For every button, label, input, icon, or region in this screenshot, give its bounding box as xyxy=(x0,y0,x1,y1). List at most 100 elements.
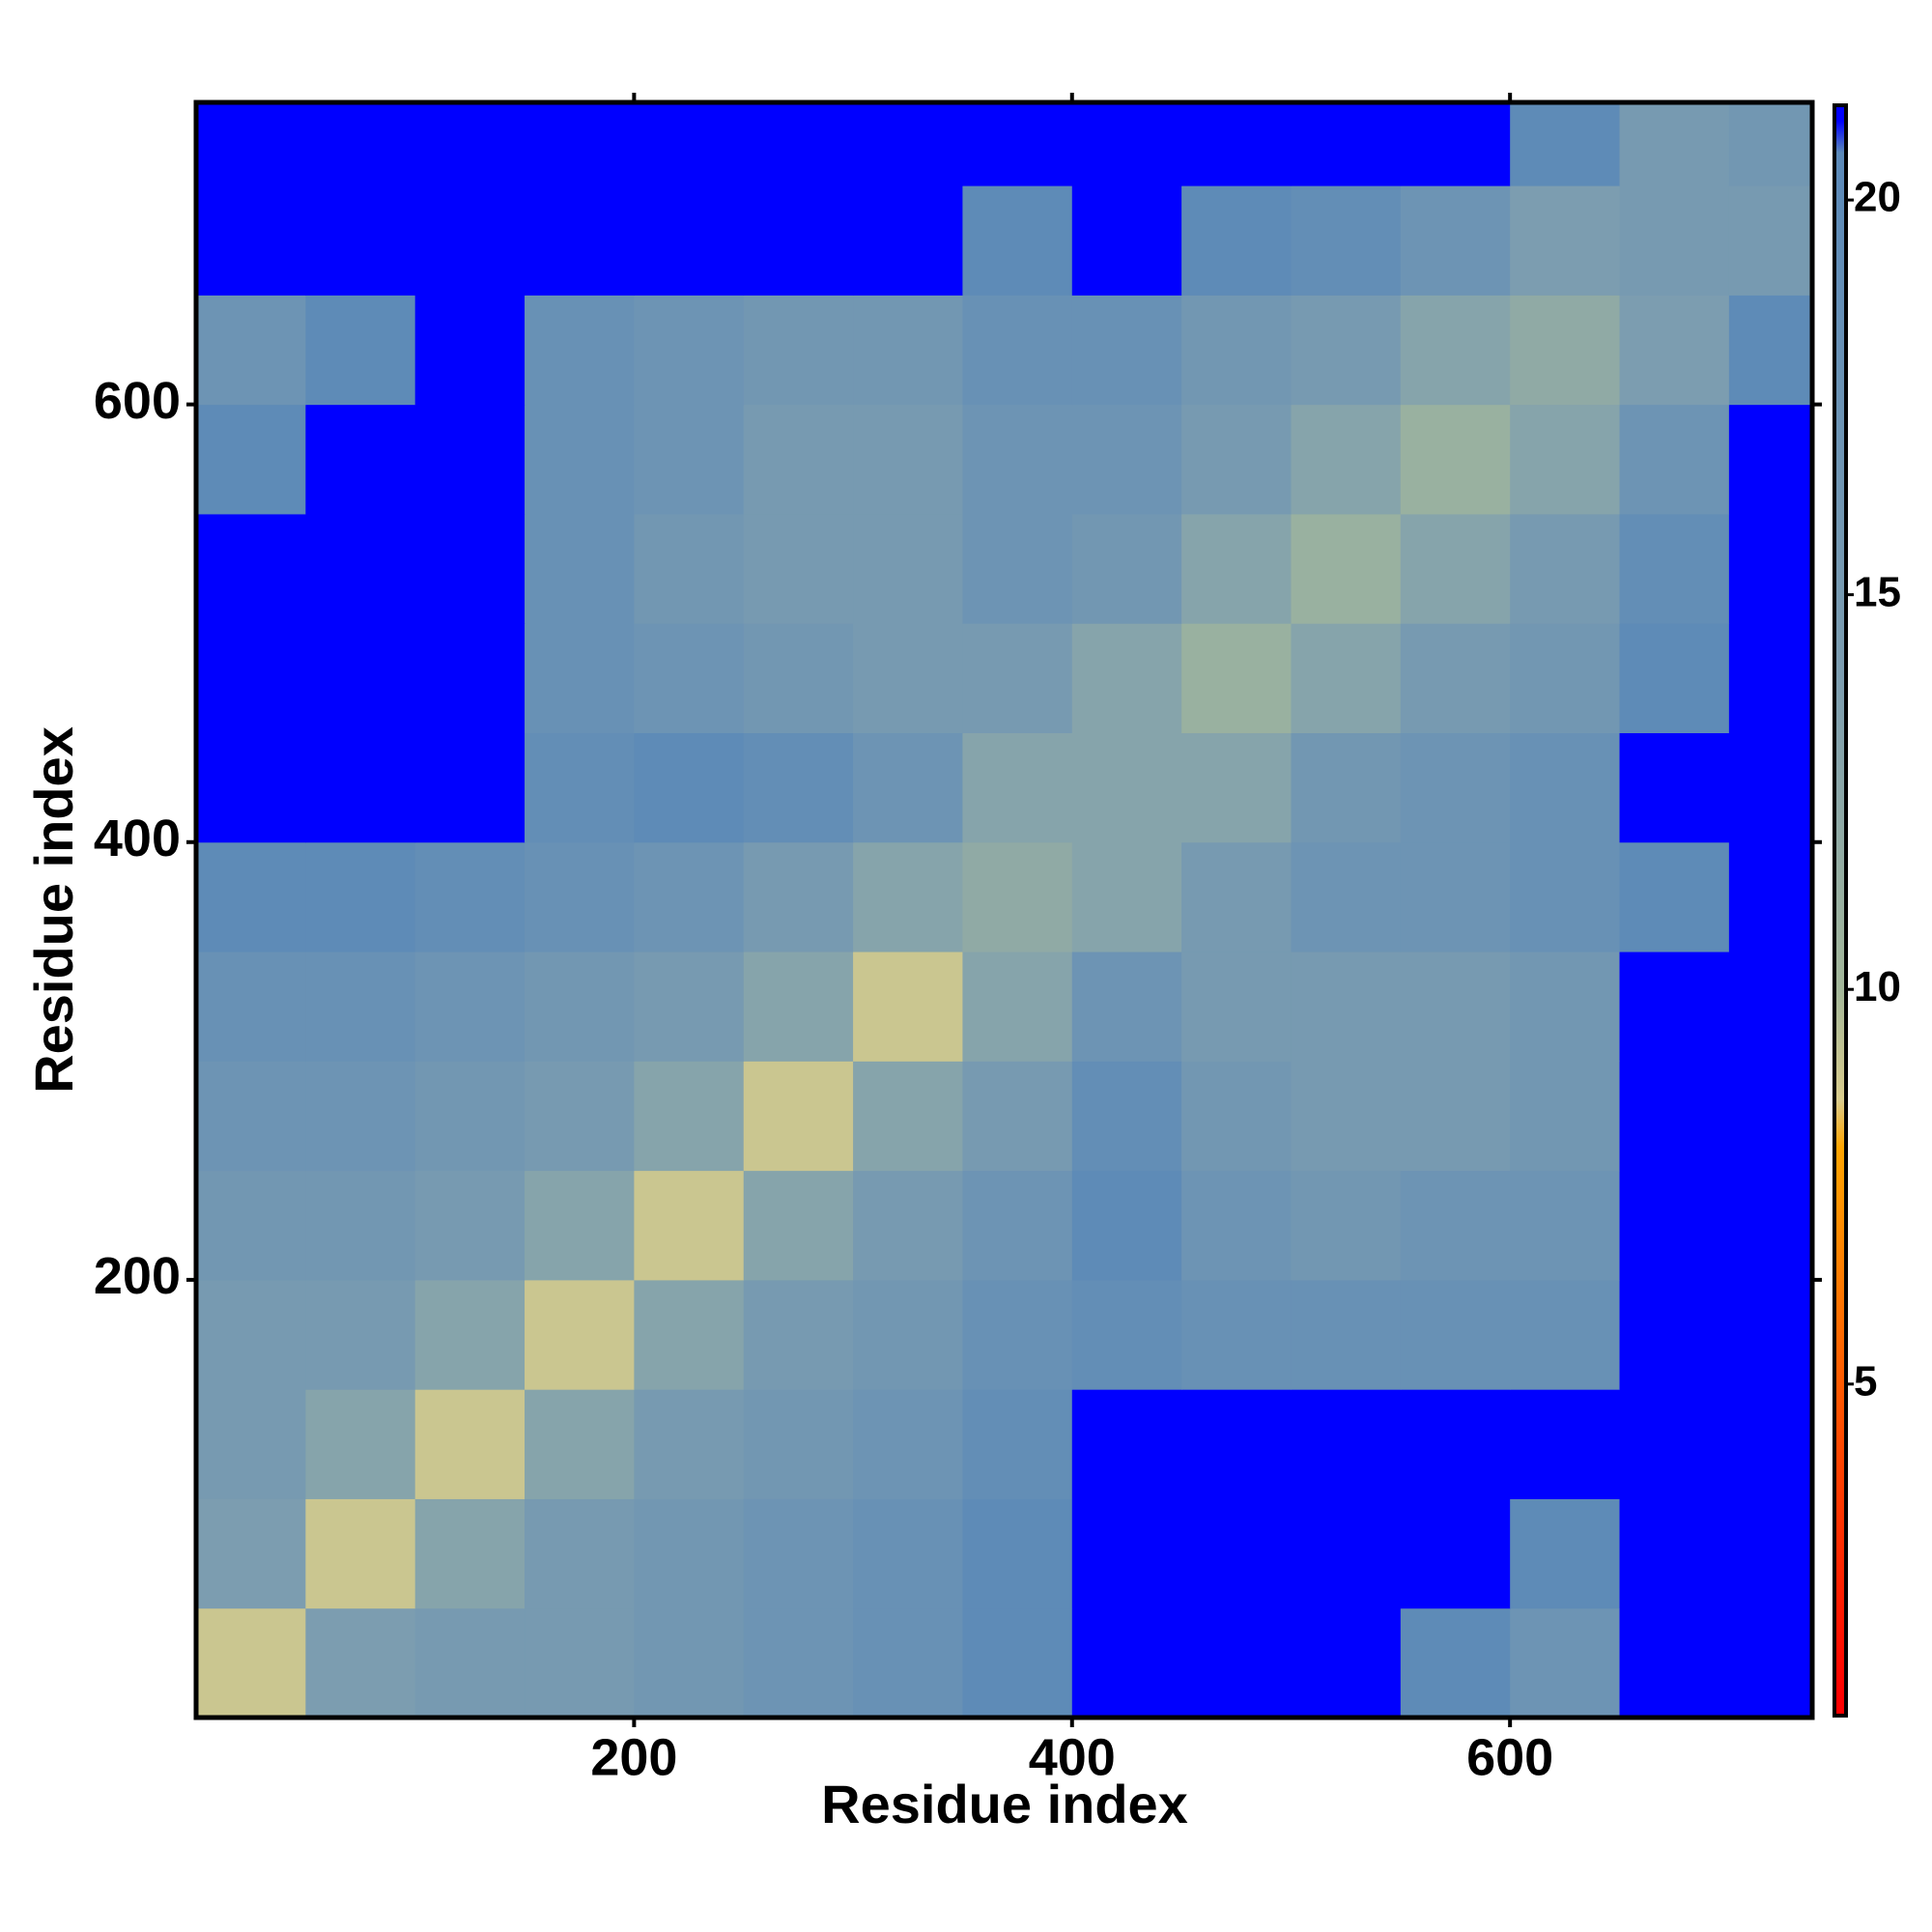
heatmap-cell xyxy=(414,1279,526,1390)
heatmap-cell xyxy=(1619,952,1730,1062)
heatmap-cell xyxy=(1071,102,1182,186)
heatmap-cell xyxy=(1728,1607,1813,1719)
heatmap-cell xyxy=(634,295,745,406)
heatmap-cell xyxy=(1291,841,1402,952)
heatmap-cell xyxy=(1400,1061,1511,1172)
x-tick-label: 200 xyxy=(590,1728,677,1786)
heatmap-cell xyxy=(634,952,745,1062)
heatmap-cell xyxy=(1400,623,1511,733)
heatmap-cell xyxy=(853,623,963,733)
heatmap-cell xyxy=(305,185,416,296)
heatmap-cell xyxy=(743,1061,854,1172)
heatmap-cell xyxy=(1510,1607,1621,1719)
heatmap-cell xyxy=(1728,102,1813,186)
heatmap-cell xyxy=(962,732,1073,843)
heatmap-cell xyxy=(962,513,1073,624)
heatmap-cell xyxy=(525,1279,635,1390)
heatmap-cell xyxy=(1400,1279,1511,1390)
heatmap-cell xyxy=(1181,841,1292,952)
heatmap-cell xyxy=(853,1607,963,1719)
heatmap-cell xyxy=(1181,623,1292,733)
heatmap-cell xyxy=(1728,841,1813,952)
heatmap-cell xyxy=(1291,623,1402,733)
heatmap-cell xyxy=(743,732,854,843)
heatmap-cell xyxy=(634,623,745,733)
heatmap-cell xyxy=(1619,623,1730,733)
heatmap-cell xyxy=(853,1498,963,1609)
heatmap-cell xyxy=(743,404,854,515)
heatmap-cell xyxy=(1400,404,1511,515)
heatmap-cell xyxy=(525,732,635,843)
heatmap-cell xyxy=(525,1607,635,1719)
heatmap-cell xyxy=(1728,1498,1813,1609)
heatmap-cell xyxy=(1510,1279,1621,1390)
heatmap-cell xyxy=(414,1389,526,1499)
heatmap-cell xyxy=(525,1498,635,1609)
heatmap-cell xyxy=(305,732,416,843)
heatmap-cell xyxy=(1619,513,1730,624)
colorbar xyxy=(1833,103,1848,1718)
heatmap-cell xyxy=(853,102,963,186)
heatmap-cell xyxy=(1181,1498,1292,1609)
heatmap-cell xyxy=(1400,513,1511,624)
heatmap-cell xyxy=(414,1061,526,1172)
heatmap-cell xyxy=(1181,295,1292,406)
heatmap-cell xyxy=(1619,185,1730,296)
heatmap-cell xyxy=(1071,623,1182,733)
heatmap-cell xyxy=(1400,1607,1511,1719)
heatmap-cell xyxy=(1071,1389,1182,1499)
heatmap-cell xyxy=(1510,1498,1621,1609)
heatmap-cell xyxy=(1291,513,1402,624)
heatmap-cell xyxy=(1071,1279,1182,1390)
heatmap-cell xyxy=(634,185,745,296)
heatmap-cell xyxy=(1619,732,1730,843)
heatmap-cell xyxy=(414,185,526,296)
heatmap-cell xyxy=(1619,1389,1730,1499)
heatmap-cell xyxy=(1071,952,1182,1062)
heatmap-cell xyxy=(634,841,745,952)
heatmap-cell xyxy=(743,102,854,186)
heatmap-cell xyxy=(305,623,416,733)
heatmap-cell xyxy=(196,102,306,186)
heatmap-cell xyxy=(305,1389,416,1499)
heatmap-cell xyxy=(634,1279,745,1390)
heatmap-cell xyxy=(1071,732,1182,843)
heatmap-cell xyxy=(1510,1061,1621,1172)
heatmap-cell xyxy=(853,841,963,952)
heatmap-cell xyxy=(1510,404,1621,515)
heatmap-cell xyxy=(962,185,1073,296)
heatmap-cell xyxy=(1728,1170,1813,1281)
heatmap-cell xyxy=(1400,1389,1511,1499)
x-tick-label: 600 xyxy=(1466,1728,1553,1786)
heatmap-cell xyxy=(853,295,963,406)
heatmap-cell xyxy=(962,1061,1073,1172)
heatmap-cell xyxy=(1400,1170,1511,1281)
heatmap-cell xyxy=(743,952,854,1062)
heatmap-cell xyxy=(196,1498,306,1609)
colorbar-tick-label: 15 xyxy=(1854,568,1901,615)
heatmap-cell xyxy=(305,1498,416,1609)
heatmap-cell xyxy=(1181,1389,1292,1499)
heatmap-cell xyxy=(414,295,526,406)
heatmap-cell xyxy=(743,1607,854,1719)
heatmap-cell xyxy=(305,1061,416,1172)
heatmap-cell xyxy=(305,513,416,624)
heatmap-cell xyxy=(1619,1607,1730,1719)
heatmap-cell xyxy=(1619,841,1730,952)
heatmap-cell xyxy=(305,952,416,1062)
heatmap-cell xyxy=(1291,102,1402,186)
heatmap-cell xyxy=(196,623,306,733)
heatmap-cell xyxy=(743,513,854,624)
heatmap-cell xyxy=(1728,1389,1813,1499)
heatmap-cell xyxy=(1400,952,1511,1062)
plot-frame xyxy=(193,99,1815,1720)
heatmap-cell xyxy=(196,404,306,515)
heatmap-cell xyxy=(1619,404,1730,515)
colorbar-tick-label: 20 xyxy=(1854,174,1901,221)
heatmap-cell xyxy=(853,952,963,1062)
heatmap-cell xyxy=(525,513,635,624)
heatmap-cell xyxy=(196,513,306,624)
colorbar-tick-label: 5 xyxy=(1854,1357,1877,1405)
heatmap-cell xyxy=(743,841,854,952)
